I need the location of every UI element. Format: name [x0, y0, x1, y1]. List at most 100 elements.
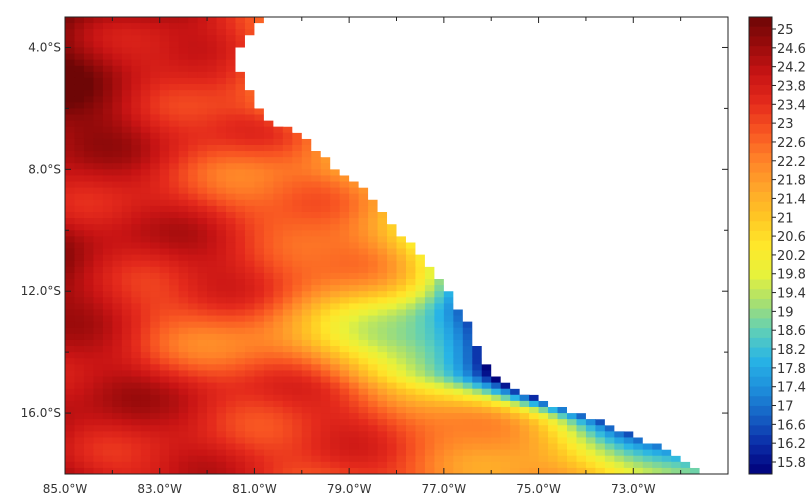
sst-cell: [292, 285, 303, 292]
sst-cell: [226, 211, 237, 219]
sst-cell: [273, 419, 284, 426]
sst-cell: [83, 35, 95, 42]
sst-cell: [207, 425, 218, 432]
sst-cell: [330, 181, 341, 189]
sst-cell: [131, 461, 142, 469]
sst-cell: [282, 193, 293, 201]
sst-cell: [339, 358, 350, 365]
sst-cell: [169, 163, 180, 170]
colorbar-label: 21.4: [777, 192, 806, 207]
sst-cell: [207, 199, 218, 207]
sst-cell: [150, 77, 161, 85]
sst-cell: [216, 467, 227, 474]
sst-cell: [434, 285, 445, 292]
sst-cell: [263, 382, 274, 390]
sst-cell: [178, 321, 189, 329]
sst-cell: [188, 309, 199, 317]
sst-cell: [83, 443, 95, 451]
sst-cell: [178, 29, 189, 36]
sst-cell: [65, 406, 76, 414]
sst-cell: [311, 394, 322, 402]
sst-cell: [633, 437, 644, 445]
sst-cell: [102, 248, 113, 256]
sst-cell: [83, 339, 95, 347]
sst-cell: [112, 108, 123, 116]
sst-cell: [150, 394, 161, 402]
sst-cell: [235, 260, 246, 268]
sst-cell: [387, 394, 398, 402]
sst-cell: [121, 181, 132, 189]
sst-cell: [140, 181, 151, 189]
sst-cell: [112, 272, 123, 280]
sst-cell: [254, 382, 265, 390]
sst-cell: [93, 272, 104, 280]
sst-cell: [282, 151, 293, 158]
sst-cell: [330, 425, 341, 432]
sst-cell: [481, 467, 492, 474]
sst-cell: [140, 108, 151, 116]
sst-cell: [207, 394, 218, 402]
sst-cell: [140, 120, 151, 128]
sst-cell: [140, 96, 151, 103]
sst-cell: [197, 102, 208, 109]
sst-cell: [93, 138, 104, 146]
sst-cell: [188, 333, 199, 341]
sst-cell: [292, 144, 303, 152]
sst-cell: [273, 291, 284, 298]
sst-cell: [500, 406, 511, 414]
sst-cell: [292, 474, 302, 481]
sst-cell: [188, 138, 199, 146]
sst-cell: [102, 303, 113, 311]
colorbar-band: [749, 55, 772, 67]
sst-cell: [178, 266, 189, 274]
colorbar-band: [749, 162, 772, 174]
sst-cell: [169, 333, 180, 341]
sst-cell: [339, 266, 350, 274]
sst-cell: [301, 169, 312, 177]
sst-cell: [188, 90, 199, 97]
sst-cell: [330, 297, 341, 304]
sst-cell: [482, 474, 492, 481]
sst-cell: [150, 260, 161, 268]
sst-cell: [226, 272, 237, 280]
sst-cell: [188, 187, 199, 195]
sst-cell: [320, 230, 331, 237]
sst-cell: [235, 199, 246, 207]
sst-cell: [500, 431, 511, 439]
sst-cell: [320, 218, 331, 225]
sst-cell: [462, 327, 473, 335]
sst-cell: [453, 461, 464, 469]
sst-cell: [681, 474, 691, 481]
sst-cell: [74, 279, 85, 286]
sst-cell: [273, 279, 284, 286]
sst-cell: [491, 425, 502, 432]
sst-cell: [188, 327, 199, 335]
sst-cell: [178, 394, 189, 402]
sst-cell: [207, 461, 218, 469]
sst-cell: [311, 382, 322, 390]
sst-cell: [121, 266, 132, 274]
sst-cell: [159, 90, 170, 97]
sst-cell: [642, 443, 653, 451]
sst-cell: [102, 333, 113, 341]
sst-cell: [443, 443, 454, 451]
sst-cell: [150, 303, 161, 311]
colorbar-band: [749, 425, 772, 436]
sst-cell: [159, 449, 170, 457]
sst-cell: [102, 35, 113, 42]
sst-cell: [443, 394, 454, 402]
sst-cell: [377, 437, 388, 445]
sst-cell: [93, 406, 104, 414]
sst-cell: [368, 321, 379, 329]
colorbar-band: [749, 444, 772, 456]
sst-cell: [216, 443, 227, 451]
sst-cell: [131, 236, 142, 244]
sst-cell: [65, 205, 76, 213]
sst-cell: [74, 41, 85, 49]
sst-cell: [235, 449, 246, 457]
sst-cell: [188, 315, 199, 323]
sst-cell: [178, 102, 189, 109]
sst-cell: [349, 474, 359, 481]
sst-cell: [633, 474, 643, 481]
sst-cell: [292, 437, 303, 445]
